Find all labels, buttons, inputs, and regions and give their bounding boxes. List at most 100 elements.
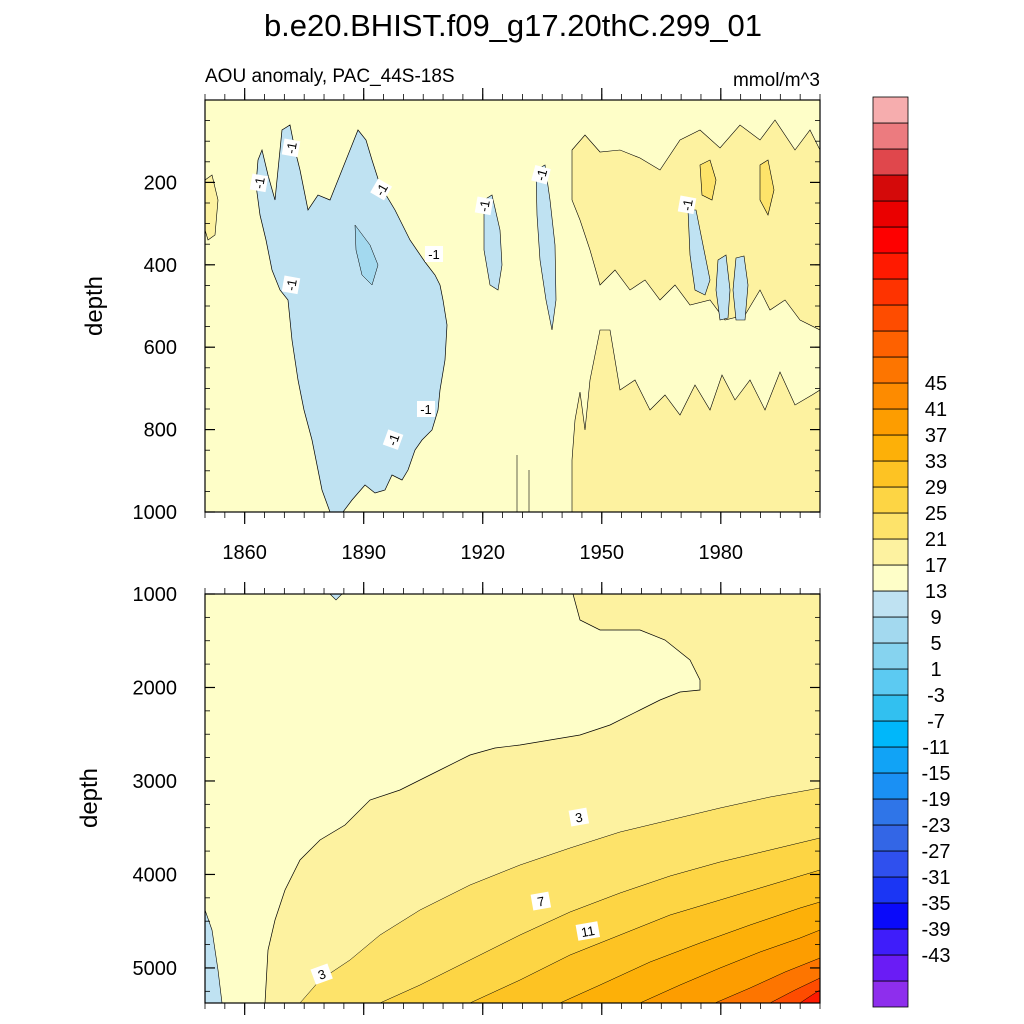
colorbar-bin — [872, 616, 909, 644]
colorbar-label: 45 — [925, 373, 947, 395]
colorbar-bin — [872, 252, 909, 280]
y-tick-label: 400 — [144, 255, 177, 277]
colorbar-label: -15 — [922, 763, 951, 785]
colorbar-bin — [872, 824, 909, 852]
upper-negative-region-main — [255, 124, 448, 512]
colorbar-bin — [872, 928, 909, 956]
colorbar-bin — [872, 980, 909, 1008]
colorbar-bin — [872, 850, 909, 878]
contour-label: -1 — [533, 167, 550, 182]
colorbar-bin — [872, 954, 909, 982]
lower-negative-top — [329, 594, 343, 601]
contour-label: -1 — [679, 198, 696, 212]
colorbar-bin — [872, 96, 909, 124]
contour-label: -1 — [476, 199, 493, 213]
colorbar-bin — [872, 642, 909, 670]
colorbar-bin — [872, 200, 909, 228]
upper-negative-column-1975 — [687, 209, 711, 296]
upper-negative-column-1990 — [732, 255, 749, 321]
units-label: mmol/m^3 — [733, 70, 820, 91]
colorbar-bin — [872, 720, 909, 748]
colorbar-bin — [872, 278, 909, 306]
colorbar-bin — [872, 304, 909, 332]
upper-negative-deeper-1885 — [354, 224, 379, 286]
colorbar-bin — [872, 382, 909, 410]
lower-negative-edge — [205, 909, 223, 1003]
y-tick-label: 200 — [144, 172, 177, 194]
lower-y-axis-title: depth — [76, 768, 103, 828]
colorbar-label: 9 — [930, 607, 941, 629]
colorbar-bin — [872, 798, 909, 826]
y-tick-label: 4000 — [133, 864, 178, 886]
x-tick-label: 1860 — [222, 542, 267, 564]
colorbar-bin — [872, 330, 909, 358]
x-tick-label: 1920 — [460, 542, 505, 564]
colorbar: 45 41 37 33 29 25 21 17 13 9 5 1 -3 -7 -11 -15 -19 -23 -27… — [872, 96, 951, 1008]
colorbar-label: -43 — [922, 945, 951, 967]
figure-title: b.e20.BHIST.f09_g17.20thC.299_01 — [264, 8, 762, 43]
colorbar-label: 33 — [925, 451, 947, 473]
lower-contour-labels: 3 7 11 3 — [310, 807, 601, 985]
lower-region-25-29 — [769, 977, 820, 1003]
colorbar-label: -7 — [927, 711, 945, 733]
colorbar-label: 17 — [925, 555, 947, 577]
contour-label: -1 — [251, 176, 268, 190]
upper-positive-patch-2 — [699, 159, 717, 201]
upper-positive-patch-3 — [759, 159, 775, 216]
colorbar-bin — [872, 512, 909, 540]
lower-panel — [205, 594, 820, 1003]
contour-label: 11 — [580, 923, 596, 940]
y-tick-label: 3000 — [133, 771, 178, 793]
contour-label: 3 — [316, 966, 328, 983]
contour-label: -1 — [283, 141, 300, 155]
colorbar-label: -11 — [922, 737, 949, 759]
colorbar-bin — [872, 174, 909, 202]
colorbar-label: 13 — [925, 581, 947, 603]
colorbar-bin — [872, 772, 909, 800]
colorbar-bin — [872, 460, 909, 488]
y-tick-label: 5000 — [133, 958, 178, 980]
contour-label: 3 — [574, 809, 584, 825]
colorbar-bin — [872, 408, 909, 436]
x-tick-label: 1980 — [699, 542, 744, 564]
colorbar-label: -31 — [922, 867, 951, 889]
colorbar-label: -19 — [922, 789, 951, 811]
colorbar-bin — [872, 590, 909, 618]
y-tick-label: 2000 — [133, 677, 178, 699]
colorbar-bin — [872, 538, 909, 566]
upper-negative-column-1987 — [715, 254, 731, 321]
colorbar-bin — [872, 226, 909, 254]
x-tick-label: 1890 — [341, 542, 386, 564]
colorbar-bin — [872, 356, 909, 384]
colorbar-bin — [872, 746, 909, 774]
colorbar-bin — [872, 564, 909, 592]
colorbar-label: -27 — [922, 841, 951, 863]
colorbar-bin — [872, 668, 909, 696]
colorbar-label: -23 — [922, 815, 951, 837]
y-tick-label: 1000 — [133, 502, 178, 524]
colorbar-label: 41 — [925, 399, 947, 421]
colorbar-bin — [872, 122, 909, 150]
y-tick-label: 1000 — [133, 584, 178, 606]
colorbar-label: -39 — [922, 919, 951, 941]
colorbar-bin — [872, 148, 909, 176]
colorbar-label: 21 — [925, 529, 947, 551]
y-tick-label: 600 — [144, 337, 177, 359]
lower-region-below-1 — [205, 594, 701, 1003]
contour-label: -1 — [283, 278, 300, 292]
colorbar-label: 29 — [925, 477, 947, 499]
colorbar-label: 37 — [925, 425, 947, 447]
upper-contour-labels: -1 -1 -1 -1 -1 -1 -1 -1 -1 -1 — [249, 138, 697, 450]
y-tick-label: 800 — [144, 420, 177, 442]
contour-label: -1 — [385, 432, 403, 448]
colorbar-bin — [872, 434, 909, 462]
upper-negative-column-1920 — [483, 194, 503, 291]
colorbar-bin — [872, 876, 909, 904]
colorbar-label: 5 — [930, 633, 941, 655]
colorbar-label: -35 — [922, 893, 951, 915]
contour-label: -1 — [428, 247, 440, 262]
colorbar-label: 25 — [925, 503, 947, 525]
colorbar-label: -3 — [927, 685, 945, 707]
lower-axes: 1000 2000 3000 4000 5000 — [133, 582, 821, 1015]
